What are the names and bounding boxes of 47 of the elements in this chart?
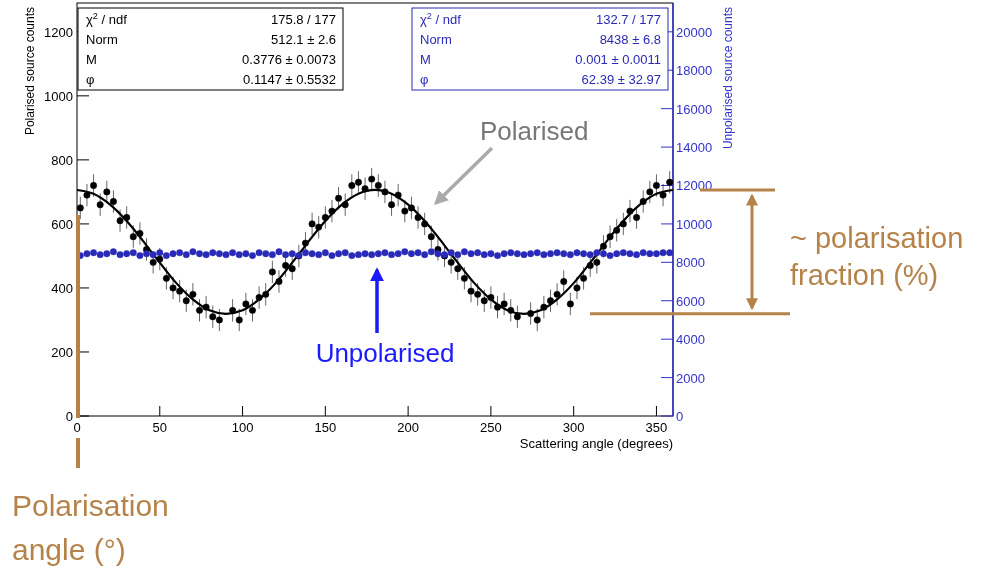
y2-tick-label: 16000 [676,101,713,117]
y2-tick-label: 4000 [676,332,705,348]
y2-tick-label: 14000 [676,140,713,156]
annotation: Unpolarised [315,338,455,368]
annotation: 0.001 ± 0.0011 [575,52,661,67]
x-tick-label: 150 [314,420,337,435]
x-tick-label: 350 [645,420,668,435]
annotation: M [420,52,431,67]
annotation: Norm [86,32,118,47]
y-tick-label: 0 [65,409,73,424]
text: Polarisation angle (°) [12,489,169,566]
annotation: Polarised [480,116,589,146]
text: ~ polarisation fraction (%) [790,222,964,291]
y-tick-label: 600 [51,216,73,232]
y2-tick-label: 20000 [676,24,713,40]
x-axis-title: Scattering angle (degrees) [519,436,673,451]
y-tick-label: 1200 [44,24,73,40]
y-tick-label: 400 [51,280,73,296]
x-tick-label: 200 [397,420,419,435]
annotation: 0.3776 ± 0.0073 [242,52,336,67]
annotation: 175.8 / 177 [270,12,336,27]
x-tick-label: 250 [480,420,502,435]
y-tick-label: 1000 [44,88,73,104]
annotation: 512.1 ± 2.6 [271,32,336,47]
y2-tick-label: 8000 [676,255,705,271]
annotation: φ [420,72,429,87]
x-tick-label: 300 [562,420,585,435]
annotation: 8438 ± 6.8 [599,32,661,47]
y2-tick-label: 2000 [676,370,705,386]
y-tick-label: 200 [51,344,73,360]
y2-tick-label: 6000 [676,293,705,309]
y2-tick-label: 18000 [676,63,713,79]
y-tick-label: 800 [51,152,73,168]
x-tick-label: 50 [152,420,168,435]
annotation: 0.1147 ± 0.5532 [243,72,336,87]
x-tick-label: 100 [231,420,254,435]
y2-tick-label: 10000 [676,216,713,232]
y2-axis-title: Unpolarised source counts [721,7,735,150]
annotation: 132.7 / 177 [595,12,661,27]
annotation: M [86,52,97,67]
annotation: 62.39 ± 32.97 [581,72,661,87]
annotation: φ [86,72,95,87]
annotation: Norm [420,32,452,47]
y2-tick-label: 0 [676,409,684,424]
annotation: χ$^{2}$ / ndf [420,11,462,27]
y-axis-title: Polarised source counts [23,7,37,136]
annotation: χ$^{2}$ / ndf [86,11,128,27]
